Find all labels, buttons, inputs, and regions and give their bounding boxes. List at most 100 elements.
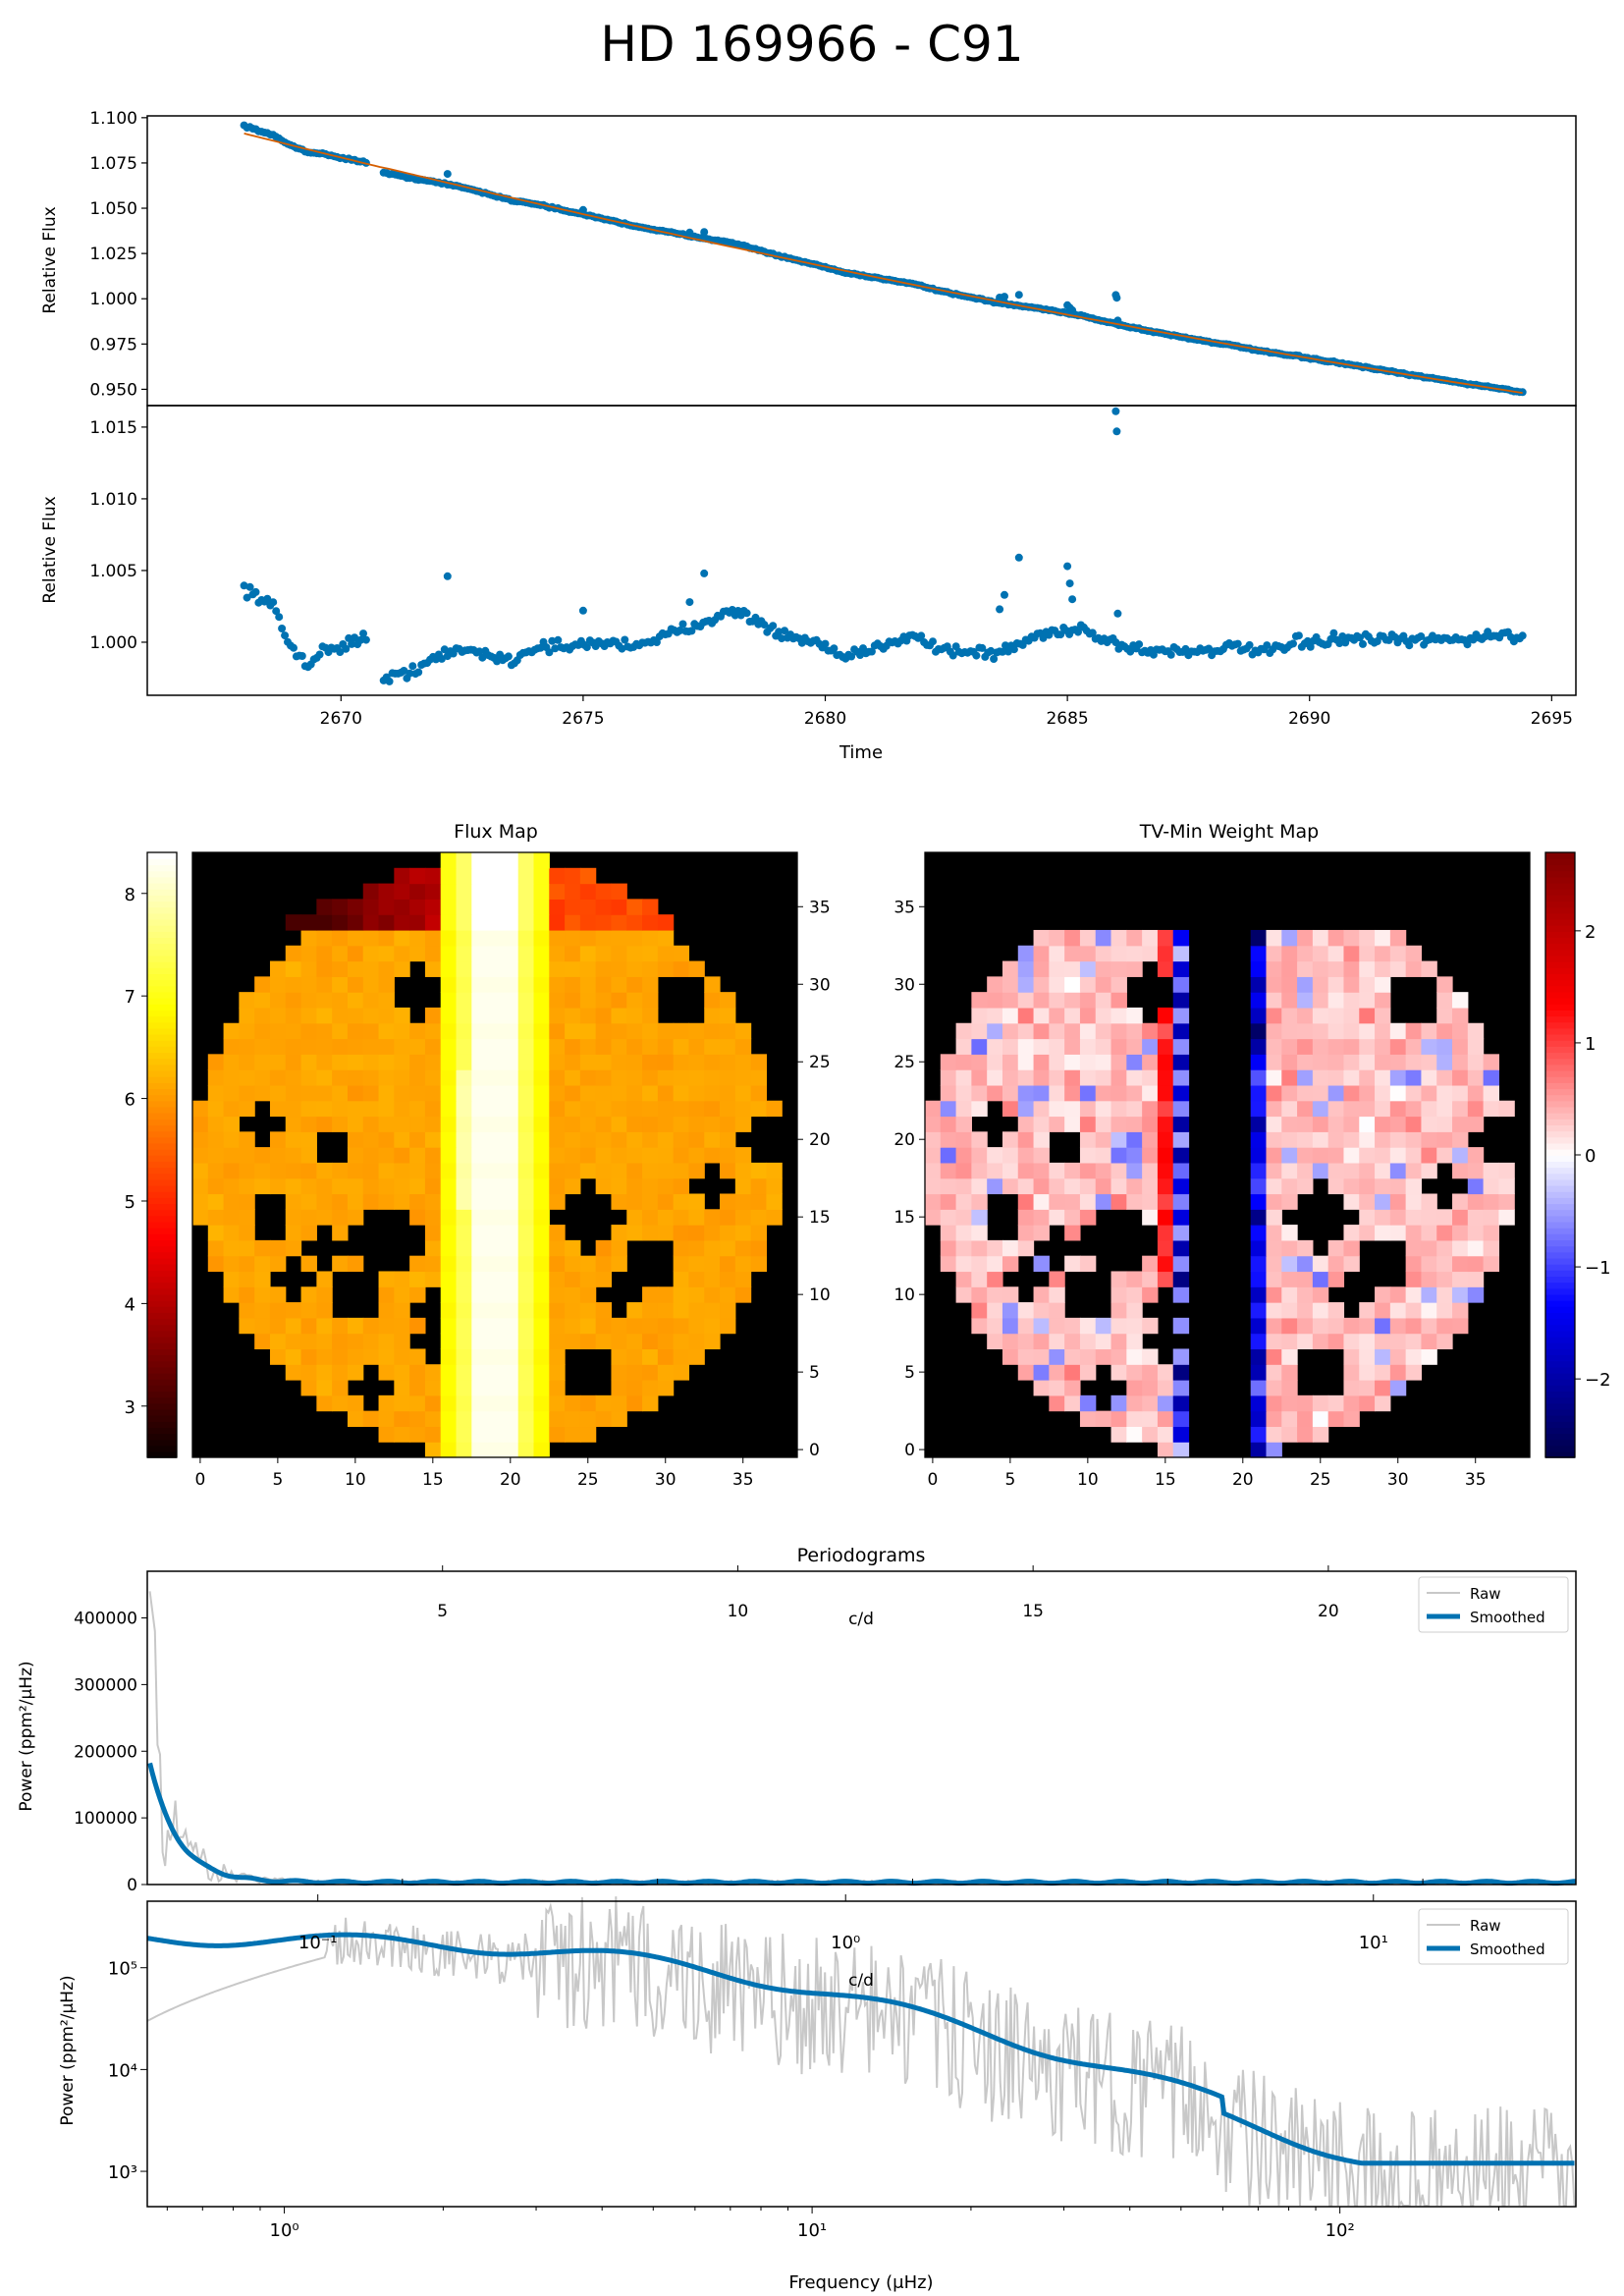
colorbar-segment xyxy=(147,955,177,962)
flux-pixel xyxy=(316,1193,333,1210)
flux-pixel xyxy=(487,1147,504,1164)
weight-pixel xyxy=(1157,1038,1174,1055)
flux-pixel xyxy=(565,929,581,947)
residual-point xyxy=(847,652,856,661)
flux-pixel xyxy=(673,1364,690,1381)
flux-pixel xyxy=(440,1410,458,1428)
flux-pixel xyxy=(300,1302,317,1319)
weight-pixel xyxy=(955,1225,972,1241)
flux-pixel xyxy=(285,1333,302,1350)
flux-pixel xyxy=(565,1084,581,1102)
weight-pixel xyxy=(1359,1147,1376,1164)
flux-pixel xyxy=(720,1209,736,1226)
flux-pixel xyxy=(394,1364,410,1381)
flux-pixel xyxy=(720,1069,736,1086)
weight-pixel xyxy=(1483,1054,1500,1070)
flux-pixel xyxy=(673,1131,690,1148)
weight-pixel xyxy=(1343,1317,1360,1335)
flux-pixel xyxy=(611,1348,627,1365)
flux-pixel xyxy=(626,929,643,947)
weight-pixel xyxy=(1172,1177,1190,1195)
weight-pixel xyxy=(1017,960,1035,977)
flux-pixel xyxy=(549,1084,566,1102)
flux-pixel xyxy=(517,1131,535,1148)
weight-pixel xyxy=(1467,1069,1485,1086)
flux-pixel xyxy=(657,1116,675,1132)
flux-pixel xyxy=(285,1209,302,1226)
weight-pixel xyxy=(1250,1131,1268,1148)
colorbar-segment xyxy=(1545,1391,1575,1398)
lightcurve-point xyxy=(700,228,709,237)
colorbar-segment xyxy=(1545,1257,1575,1265)
colorbar-segment xyxy=(1545,1136,1575,1144)
weight-pixel xyxy=(1172,1100,1190,1118)
weight-pixel xyxy=(955,1100,972,1118)
weight-pixel xyxy=(1436,1317,1453,1335)
weight-pixel xyxy=(1343,1239,1360,1257)
flux-pixel xyxy=(316,1333,333,1350)
weight-pixel xyxy=(1064,1225,1081,1241)
weight-pixel xyxy=(1079,1364,1097,1381)
flux-pixel xyxy=(223,1131,240,1148)
flux-pixel xyxy=(424,1131,442,1148)
flux-pixel xyxy=(362,899,380,915)
weight-pixel xyxy=(1049,1162,1065,1179)
residual-point xyxy=(356,635,364,644)
weight-pixel xyxy=(1281,1333,1298,1350)
weight-pixel xyxy=(1312,1069,1329,1086)
flux-pixel xyxy=(269,1147,287,1164)
flux-pixel xyxy=(394,945,410,962)
weight-pixel xyxy=(987,1084,1003,1102)
flux-pixel xyxy=(440,1348,458,1365)
weight-pixel xyxy=(971,1209,988,1226)
weight-pixel xyxy=(1126,1348,1143,1365)
residual-point xyxy=(315,650,324,659)
weight-pixel xyxy=(1172,976,1190,993)
flux-pixel xyxy=(285,1193,302,1210)
flux-pixel xyxy=(332,1162,349,1179)
weight-pixel xyxy=(1110,992,1127,1009)
weight-pixel xyxy=(1375,1162,1391,1179)
weight-pixel xyxy=(1343,1193,1360,1210)
weight-pixel xyxy=(1142,1364,1159,1381)
flux-pixel xyxy=(502,1302,519,1319)
cd-tick-label: 10⁰ xyxy=(831,1933,860,1953)
flux-pixel xyxy=(626,914,643,931)
lightcurve-point xyxy=(1113,316,1122,325)
weight-pixel xyxy=(1312,960,1329,977)
flux-pixel xyxy=(347,1100,364,1118)
weight-pixel xyxy=(1359,1131,1376,1148)
weight-pixel xyxy=(1343,945,1360,962)
flux-pixel xyxy=(471,1426,488,1443)
cd-tick-label: 10⁻¹ xyxy=(298,1933,338,1953)
flux-pixel xyxy=(362,1177,380,1195)
flux-pixel xyxy=(533,1162,550,1179)
flux-pixel xyxy=(533,852,550,869)
weight-pixel xyxy=(1281,976,1298,993)
weight-pixel xyxy=(940,1177,957,1195)
residual-point xyxy=(1113,609,1122,618)
flux-pixel xyxy=(378,945,395,962)
weight-pixel xyxy=(1266,1380,1282,1396)
flux-pixel xyxy=(362,1069,380,1086)
flux-pixel xyxy=(487,914,504,931)
flux-pixel xyxy=(533,1007,550,1024)
flux-pixel xyxy=(239,1286,255,1303)
flux-pixel xyxy=(549,883,566,900)
weight-pixel xyxy=(1049,1193,1065,1210)
flux-pixel xyxy=(207,1100,225,1118)
weight-pixel xyxy=(1142,945,1159,962)
y-tick-label: 0 xyxy=(809,1441,820,1460)
residual-point xyxy=(1135,640,1144,649)
flux-pixel xyxy=(378,1426,395,1443)
colorbar-segment xyxy=(147,949,177,957)
weight-pixel xyxy=(1172,1286,1190,1303)
weight-pixel xyxy=(1312,1100,1329,1118)
flux-pixel xyxy=(378,1302,395,1319)
weight-pixel xyxy=(940,1131,957,1148)
y-tick-label: 15 xyxy=(809,1208,831,1228)
x-tick-label: 15 xyxy=(1155,1470,1176,1490)
flux-pixel xyxy=(378,1317,395,1335)
colorbar-segment xyxy=(147,1069,177,1077)
flux-pixel xyxy=(378,1193,395,1210)
